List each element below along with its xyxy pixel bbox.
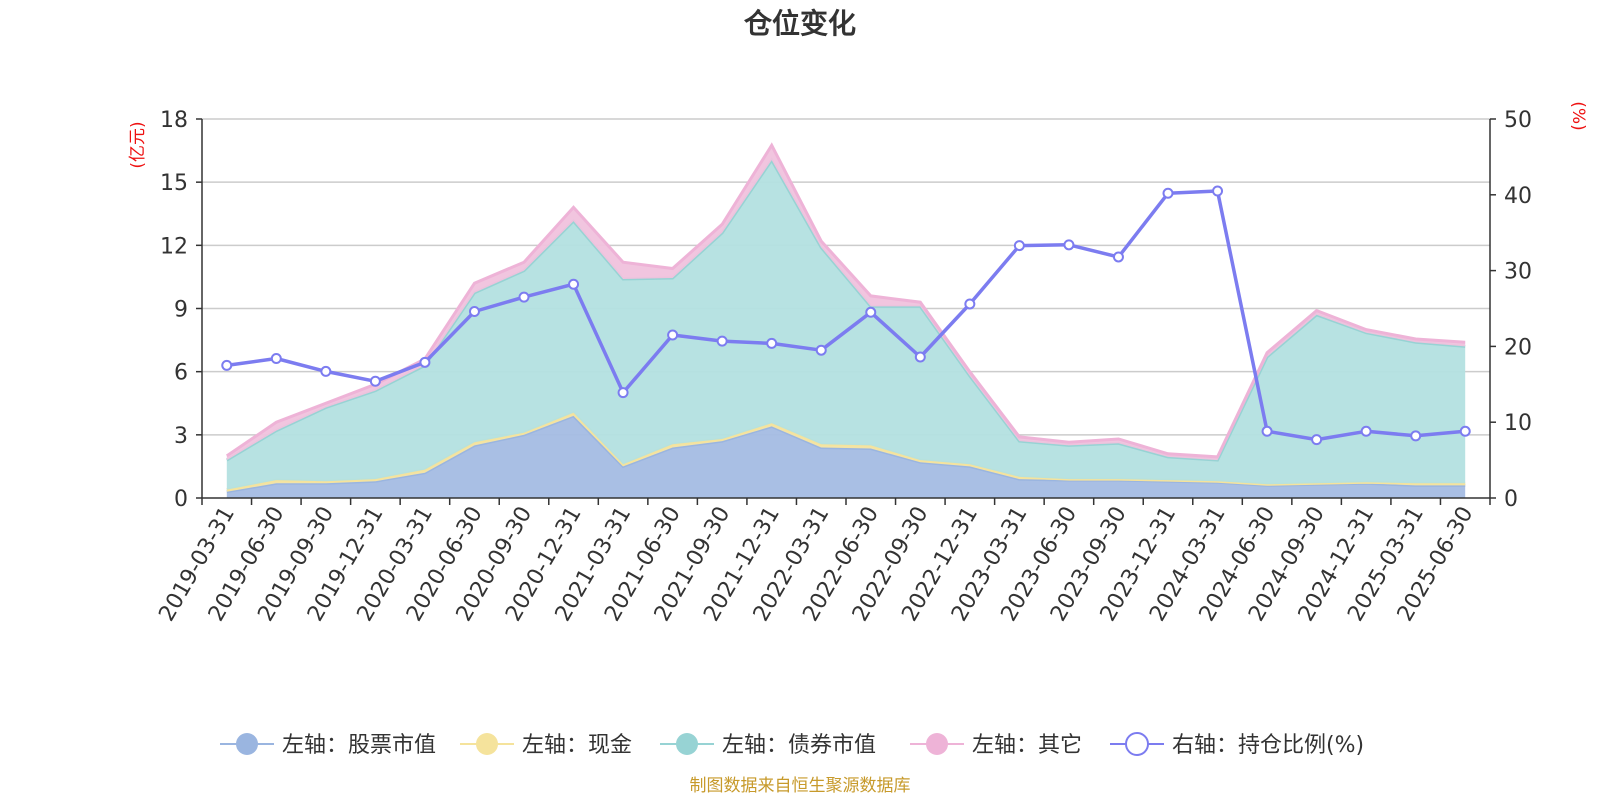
ratio-point [221,359,233,371]
left-axis-tick-label: 12 [160,234,188,259]
left-axis-tick-label: 18 [160,108,188,133]
ratio-point [1063,239,1075,251]
legend-label: 左轴：其它 [972,733,1082,758]
left-axis-tick-label: 9 [174,298,188,323]
ratio-point [1459,425,1471,437]
ratio-point [964,298,976,310]
data-source-footer: 制图数据来自恒生聚源数据库 [690,776,911,796]
ratio-point [1410,430,1422,442]
ratio-point [419,356,431,368]
chart-title: 仓位变化 [744,7,856,40]
ratio-point [1311,434,1323,446]
legend-marker [676,733,698,755]
ratio-point [1162,187,1174,199]
right-axis-tick-label: 0 [1504,487,1518,512]
left-axis-tick-label: 15 [160,171,188,196]
ratio-point [1212,185,1224,197]
legend-marker [926,733,948,755]
ratio-point [468,306,480,318]
left-axis-unit: (亿元) [128,121,148,168]
left-axis-tick-label: 0 [174,487,188,512]
ratio-point [568,278,580,290]
ratio-point [1360,425,1372,437]
ratio-point [914,351,926,363]
legend-marker [236,733,258,755]
ratio-point [815,344,827,356]
ratio-point [766,337,778,349]
ratio-point [518,291,530,303]
right-axis-tick-label: 30 [1504,260,1532,285]
legend: 左轴：股票市值 左轴：现金 左轴：债券市值 左轴：其它 右轴：持仓比例(%) [220,732,1364,758]
right-axis-tick-label: 50 [1504,108,1532,133]
ratio-point [320,365,332,377]
legend-marker [1125,732,1149,756]
legend-label: 右轴：持仓比例(%) [1172,733,1364,758]
right-axis-unit: (%) [1568,101,1588,130]
legend-label: 左轴：现金 [522,733,632,758]
ratio-point [617,387,629,399]
area-左轴：债券市值 [226,160,1466,490]
right-axis-tick-label: 40 [1504,184,1532,209]
ratio-line-path [226,189,1466,442]
legend-marker [476,733,498,755]
right-axis-tick-label: 10 [1504,411,1532,436]
ratio-point [369,375,381,387]
ratio-point [667,329,679,341]
ratio-point [1261,425,1273,437]
area-edge-左轴：其它 [225,142,1466,459]
ratio-point [1112,251,1124,263]
ratio-point [1013,240,1025,252]
ratio-point [716,335,728,347]
ratio-point [270,353,282,365]
legend-label: 左轴：股票市值 [282,733,436,758]
left-axis-tick-label: 6 [174,361,188,386]
ratio-line [221,185,1471,446]
legend-label: 左轴：债券市值 [722,733,876,758]
left-axis-tick-label: 3 [174,424,188,449]
area-左轴：股票市值 [226,415,1466,498]
ratio-point [865,306,877,318]
stacked-areas [225,142,1466,498]
right-axis-tick-label: 20 [1504,335,1532,360]
